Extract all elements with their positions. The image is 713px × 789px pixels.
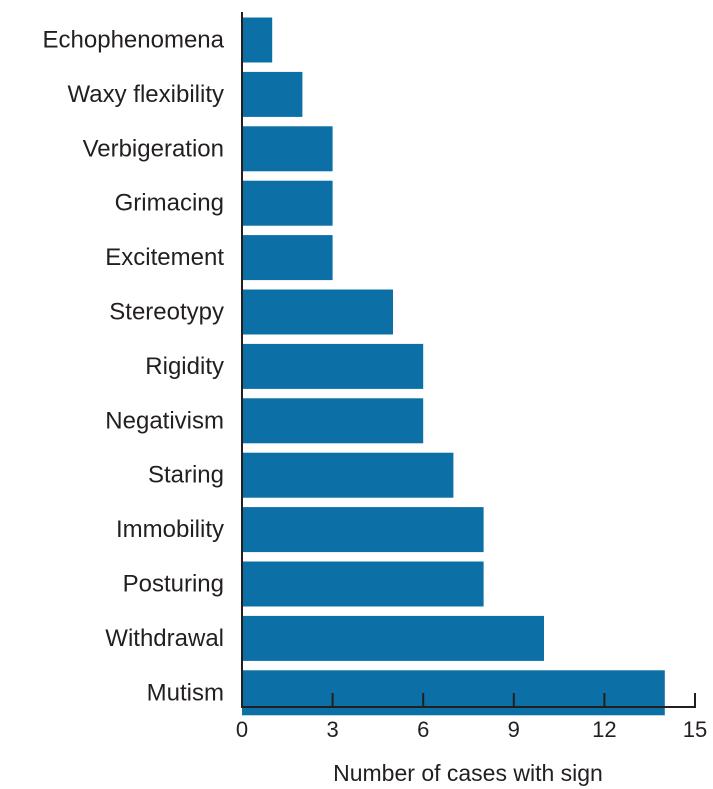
x-tick-label: 3 (326, 717, 338, 742)
category-label-grimacing: Grimacing (115, 190, 224, 217)
bar-immobility (242, 507, 484, 553)
bar-waxy-flexibility (242, 71, 303, 117)
bar-staring (242, 452, 454, 498)
category-label-withdrawal: Withdrawal (105, 625, 224, 652)
category-label-verbigeration: Verbigeration (83, 135, 224, 162)
bar-withdrawal (242, 615, 544, 661)
bar-verbigeration (242, 126, 333, 172)
x-tick-label: 6 (417, 717, 429, 742)
category-label-stereotypy: Stereotypy (109, 299, 224, 326)
bar-rigidity (242, 343, 424, 389)
x-tick-label: 15 (683, 717, 707, 742)
category-labels: Echophenomena Waxy flexibility Verbigerati… (43, 27, 225, 707)
bars-group (242, 17, 665, 716)
category-label-staring: Staring (148, 462, 224, 489)
category-label-echophenomena: Echophenomena (43, 27, 225, 54)
bar-stereotypy (242, 289, 393, 335)
category-label-mutism: Mutism (147, 679, 224, 706)
category-label-negativism: Negativism (105, 407, 224, 434)
bar-excitement (242, 235, 333, 281)
category-label-excitement: Excitement (105, 244, 224, 271)
category-label-immobility: Immobility (116, 516, 224, 543)
category-label-posturing: Posturing (123, 571, 224, 598)
bar-mutism (242, 670, 665, 716)
bar-echophenomena (242, 17, 273, 63)
category-label-waxy-flexibility: Waxy flexibility (68, 81, 224, 108)
category-label-rigidity: Rigidity (145, 353, 224, 380)
bar-grimacing (242, 180, 333, 226)
x-tick-label: 0 (236, 717, 248, 742)
x-axis-title: Number of cases with sign (333, 760, 603, 786)
bar-posturing (242, 561, 484, 607)
x-axis-ticks: 0 3 6 9 12 15 (236, 693, 707, 742)
x-tick-label: 9 (508, 717, 520, 742)
x-tick-label: 12 (592, 717, 616, 742)
bar-negativism (242, 398, 424, 444)
